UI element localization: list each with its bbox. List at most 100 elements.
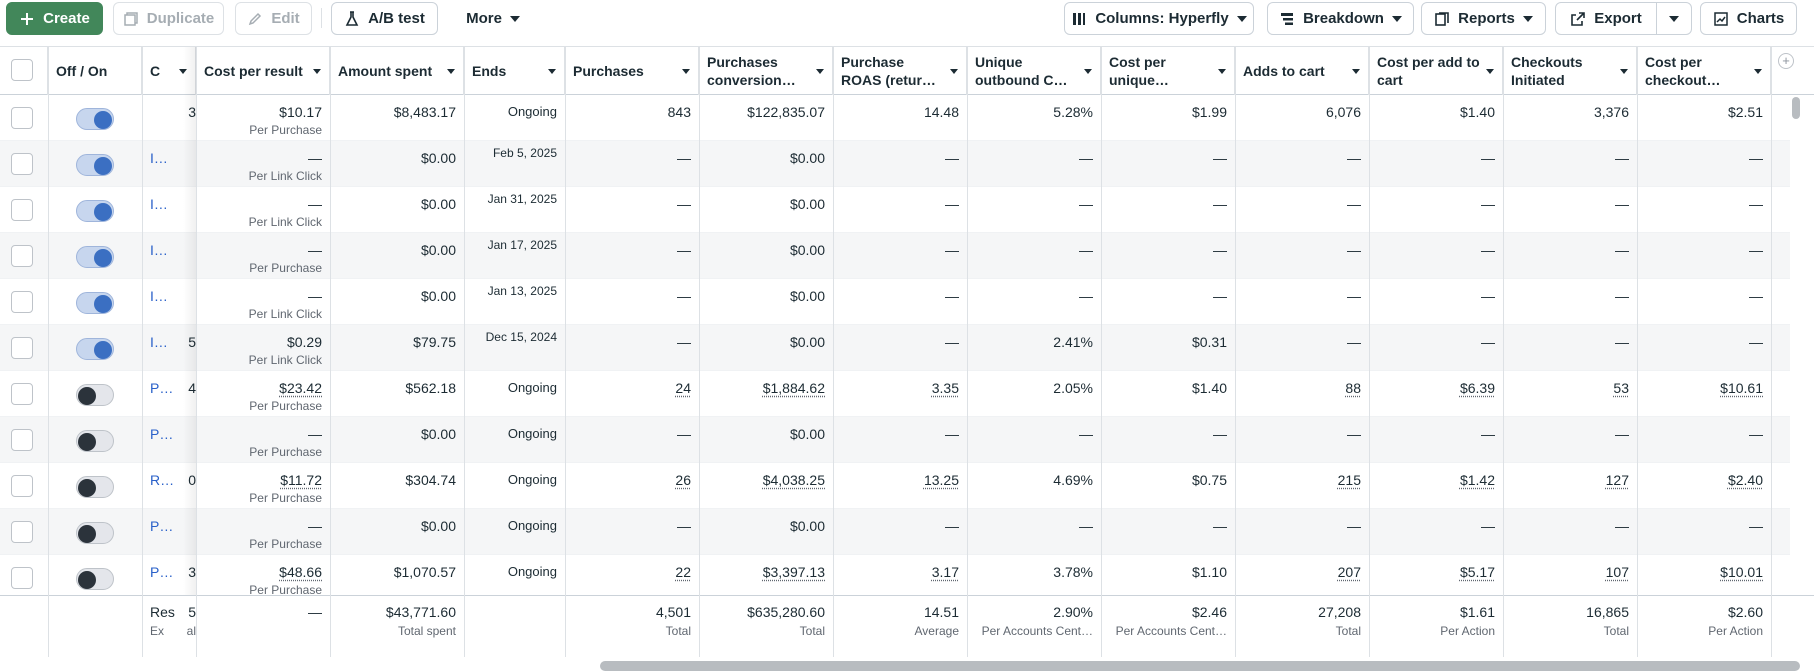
campaign-name-link[interactable]: R… xyxy=(150,472,175,488)
table-row[interactable]: 3 $10.17 Per Purchase $8,483.17 Ongoing 843 $1… xyxy=(0,95,1790,141)
row-checkbox[interactable] xyxy=(11,429,33,451)
row-checkbox[interactable] xyxy=(11,567,33,589)
header-name[interactable]: C xyxy=(142,47,196,95)
header-roas[interactable]: Purchase ROAS (retur… xyxy=(833,47,967,95)
vertical-scrollbar[interactable] xyxy=(1792,97,1800,119)
campaign-name-link[interactable]: I… xyxy=(150,196,168,212)
cell-cost-per-result-value[interactable]: $11.72 xyxy=(280,472,322,488)
cell-cost-per-result-value[interactable]: $48.66 xyxy=(279,564,322,580)
columns-button[interactable]: Columns: Hyperfly xyxy=(1064,2,1254,35)
table-row[interactable]: P… — Per Purchase $0.00 Ongoing — $0.00 — — — — — — — xyxy=(0,417,1790,463)
add-column-icon[interactable]: + xyxy=(1778,53,1794,69)
cell-purchases-value[interactable]: 24 xyxy=(675,380,691,396)
campaign-name-link[interactable]: P… xyxy=(150,564,174,580)
row-checkbox[interactable] xyxy=(11,521,33,543)
cell-roas-value[interactable]: 3.35 xyxy=(931,380,959,396)
cell-adds-to-cart-value[interactable]: 215 xyxy=(1337,472,1361,488)
cell-checkouts-value[interactable]: 53 xyxy=(1613,380,1629,396)
cell-cost-per-checkout-value[interactable]: $10.01 xyxy=(1720,564,1763,580)
on-off-toggle[interactable] xyxy=(76,338,114,360)
cell-cost-per-add-value[interactable]: $6.39 xyxy=(1459,380,1495,396)
cell-cost-per-result-value[interactable]: $23.42 xyxy=(279,380,322,396)
header-unique-outbound[interactable]: Unique outbound C… xyxy=(967,47,1101,95)
cell-purchases-conversion-value[interactable]: $4,038.25 xyxy=(762,472,825,488)
campaign-name-link[interactable]: I… xyxy=(150,242,168,258)
table-row[interactable]: I… — Per Link Click $0.00 Feb 5, 2025 — $0.00 —… xyxy=(0,141,1790,187)
row-checkbox[interactable] xyxy=(11,199,33,221)
row-checkbox[interactable] xyxy=(11,153,33,175)
row-checkbox[interactable] xyxy=(11,291,33,313)
cell-roas-value[interactable]: 13.25 xyxy=(923,472,959,488)
campaign-name-link[interactable] xyxy=(142,95,184,141)
on-off-toggle[interactable] xyxy=(76,522,114,544)
cell-checkouts-value[interactable]: 107 xyxy=(1605,564,1629,580)
table-row[interactable]: I… — Per Link Click $0.00 Jan 13, 2025 — $0.00… xyxy=(0,279,1790,325)
header-off-on[interactable]: Off / On xyxy=(48,47,142,95)
export-button[interactable]: Export xyxy=(1555,2,1657,35)
on-off-toggle[interactable] xyxy=(76,200,114,222)
campaign-name-link[interactable]: P… xyxy=(150,426,174,442)
reports-button[interactable]: Reports xyxy=(1421,2,1546,35)
on-off-toggle[interactable] xyxy=(76,568,114,590)
on-off-toggle[interactable] xyxy=(76,154,114,176)
columns-icon xyxy=(1071,11,1087,27)
row-checkbox[interactable] xyxy=(11,383,33,405)
export-options-button[interactable] xyxy=(1656,2,1692,35)
campaign-name-link[interactable]: I… xyxy=(150,288,168,304)
header-checkouts-initiated[interactable]: Checkouts Initiated xyxy=(1503,47,1637,95)
header-amount-spent[interactable]: Amount spent xyxy=(330,47,464,95)
on-off-toggle[interactable] xyxy=(76,246,114,268)
header-ends[interactable]: Ends xyxy=(464,47,565,95)
header-cost-per-add-to-cart[interactable]: Cost per add to cart xyxy=(1369,47,1503,95)
campaign-name-link[interactable]: P… xyxy=(150,380,174,396)
table-row[interactable]: I… — Per Link Click $0.00 Jan 31, 2025 — $0.00… xyxy=(0,187,1790,233)
cell-purchases-conversion-value[interactable]: $3,397.13 xyxy=(762,564,825,580)
table-row[interactable]: I… — Per Purchase $0.00 Jan 17, 2025— $0.00— —… xyxy=(0,233,1790,279)
header-adds-to-cart[interactable]: Adds to cart xyxy=(1235,47,1369,95)
ab-test-button[interactable]: A/B test xyxy=(331,2,438,35)
table-row[interactable]: P… 4 $23.42 Per Purchase $562.18 Ongoing 24 $1,… xyxy=(0,371,1790,417)
cell-roas-value[interactable]: 3.17 xyxy=(931,564,959,580)
cell-purchases-conversion-value[interactable]: $1,884.62 xyxy=(762,380,825,396)
cell-purchases-value[interactable]: 26 xyxy=(675,472,691,488)
table-row[interactable]: R… 0 $11.72 Per Purchase $304.74 Ongoing 26 $4,… xyxy=(0,463,1790,509)
table-row[interactable]: I… 5 $0.29 Per Link Click $79.75 Dec 15, 2024… xyxy=(0,325,1790,371)
header-cost-per-checkout[interactable]: Cost per checkout… xyxy=(1637,47,1771,95)
header-purchases-conversion[interactable]: Purchases conversion… xyxy=(699,47,833,95)
on-off-toggle[interactable] xyxy=(76,430,114,452)
cell-roas: — xyxy=(833,187,967,233)
cell-checkouts-value[interactable]: 127 xyxy=(1605,472,1629,488)
table-row[interactable]: P… — Per Purchase $0.00 Ongoing — $0.00 — — — — — — — xyxy=(0,509,1790,555)
create-button[interactable]: Create xyxy=(6,2,103,35)
header-purchases[interactable]: Purchases xyxy=(565,47,699,95)
cell-ends: Jan 17, 2025 xyxy=(464,233,565,279)
cell-cost-per-checkout-value[interactable]: $10.61 xyxy=(1720,380,1763,396)
duplicate-button[interactable]: Duplicate xyxy=(113,2,224,35)
cell-adds-to-cart-value[interactable]: 207 xyxy=(1337,564,1361,580)
row-checkbox[interactable] xyxy=(11,245,33,267)
on-off-toggle[interactable] xyxy=(76,108,114,130)
row-checkbox[interactable] xyxy=(11,107,33,129)
cell-adds-to-cart-value[interactable]: 88 xyxy=(1345,380,1361,396)
campaign-name-link[interactable]: I… xyxy=(150,334,168,350)
select-all-checkbox[interactable] xyxy=(11,59,33,81)
row-checkbox[interactable] xyxy=(11,475,33,497)
breakdown-button[interactable]: Breakdown xyxy=(1267,2,1414,35)
campaign-name-link[interactable]: I… xyxy=(150,150,168,166)
on-off-toggle[interactable] xyxy=(76,384,114,406)
cell-cost-per-add-value[interactable]: $5.17 xyxy=(1459,564,1495,580)
header-cost-per-result[interactable]: Cost per result xyxy=(196,47,330,95)
horizontal-scrollbar[interactable] xyxy=(600,661,1800,671)
row-checkbox[interactable] xyxy=(11,337,33,359)
edit-button[interactable]: Edit xyxy=(235,2,312,35)
charts-button[interactable]: Charts xyxy=(1700,2,1797,35)
campaign-name-link[interactable]: P… xyxy=(150,518,174,534)
more-button[interactable]: More xyxy=(452,2,534,35)
on-off-toggle[interactable] xyxy=(76,292,114,314)
header-cost-per-unique[interactable]: Cost per unique… xyxy=(1101,47,1235,95)
cell-purchases-value[interactable]: 22 xyxy=(675,564,691,580)
cell-cost-per-add-value[interactable]: $1.42 xyxy=(1459,472,1495,488)
cell-cost-per-checkout-value[interactable]: $2.40 xyxy=(1727,472,1763,488)
footer-cpa-sub: Per Action xyxy=(1440,624,1495,638)
on-off-toggle[interactable] xyxy=(76,476,114,498)
